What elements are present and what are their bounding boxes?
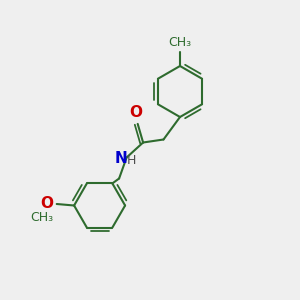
Text: O: O <box>130 105 143 120</box>
Text: CH₃: CH₃ <box>168 36 192 49</box>
Text: O: O <box>40 196 53 211</box>
Text: CH₃: CH₃ <box>31 211 54 224</box>
Text: H: H <box>127 154 136 167</box>
Text: N: N <box>115 151 128 166</box>
